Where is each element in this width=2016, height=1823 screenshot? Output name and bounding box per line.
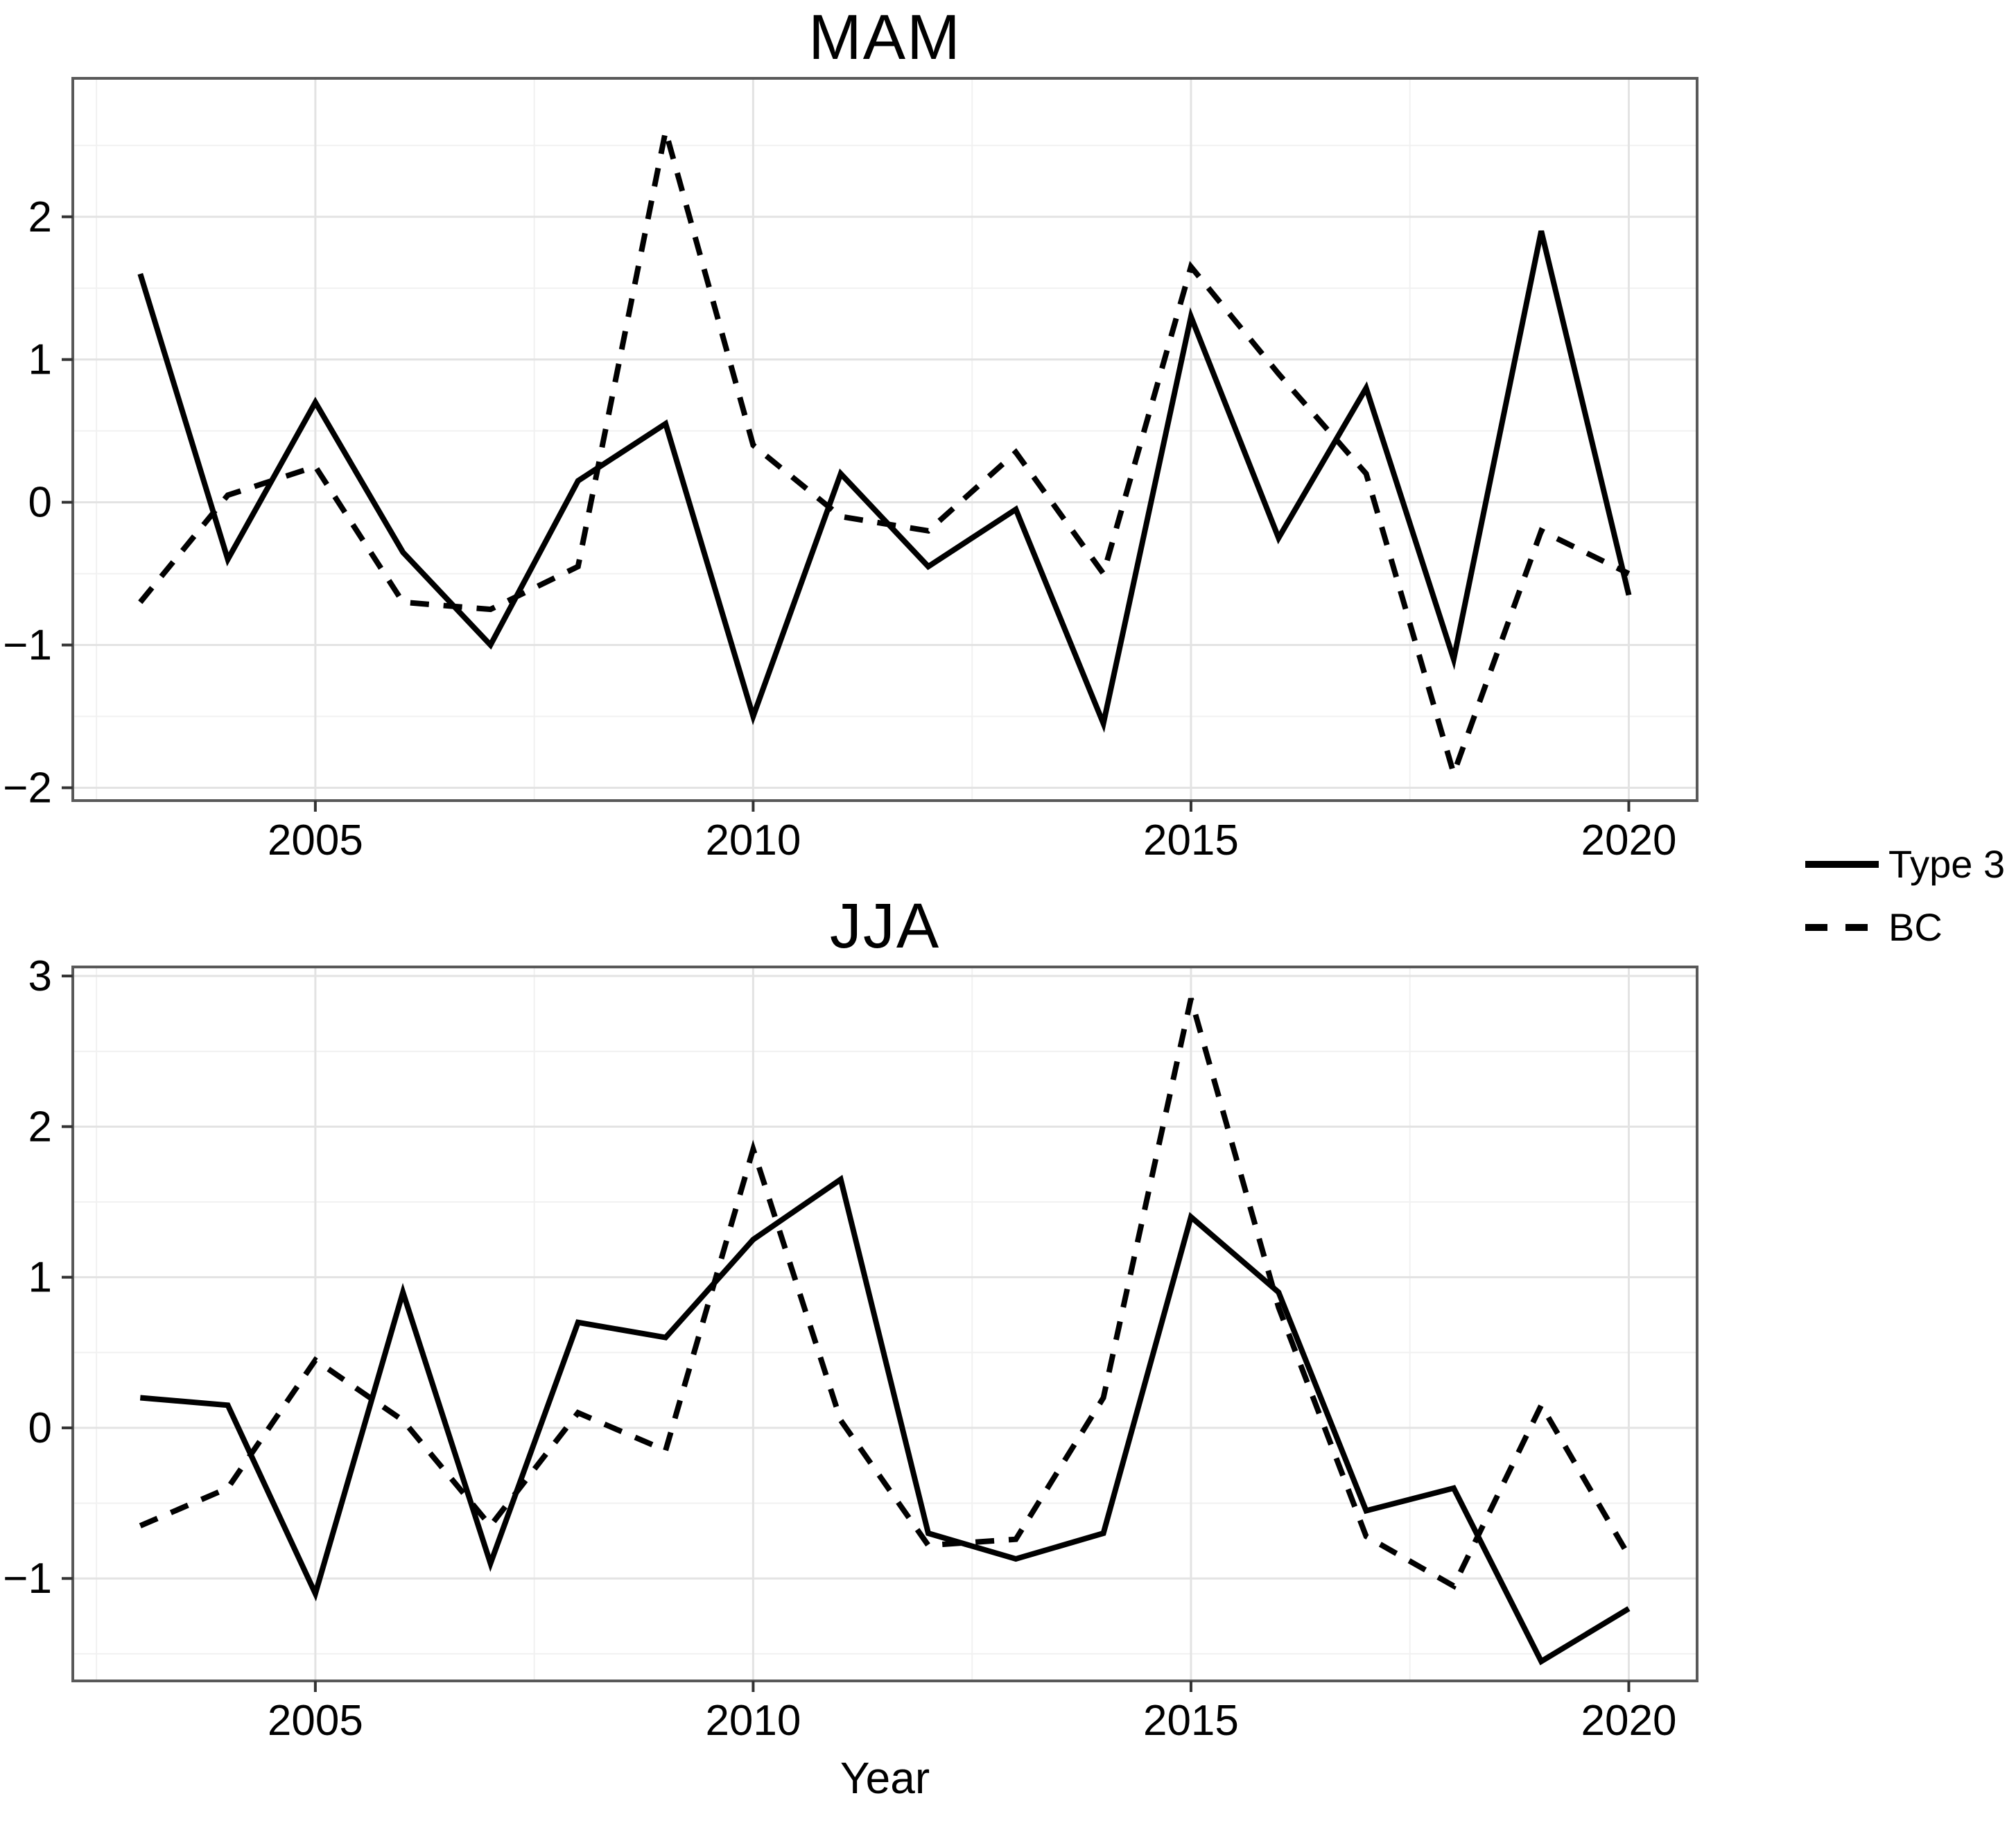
- legend-item-type3: Type 3: [1804, 841, 2005, 887]
- x-axis-label-year: Year: [840, 1753, 930, 1803]
- x-tick-label-jja: 2015: [1143, 1697, 1239, 1745]
- y-tick-label-mam: −1: [3, 622, 52, 670]
- y-tick-label-mam: −2: [3, 764, 52, 812]
- series-line-bc-jja: [139, 997, 1631, 1590]
- series-line-type3-jja: [139, 1174, 1631, 1666]
- legend-dashed-line-icon: [1805, 923, 1879, 931]
- x-tick-label-jja: 2020: [1581, 1697, 1677, 1745]
- x-tick-label-mam: 2015: [1143, 817, 1239, 864]
- panel-border-mam: [71, 77, 1698, 802]
- chart-title-mam: MAM: [808, 2, 962, 73]
- series-line-bc-mam: [138, 130, 1631, 783]
- panel-background-mam: [73, 78, 1697, 801]
- x-tick-label-jja: 2010: [705, 1697, 801, 1745]
- legend-label-type3: Type 3: [1888, 842, 2006, 886]
- panel-background-jja: [73, 967, 1697, 1681]
- x-tick-label-mam: 2020: [1581, 817, 1677, 864]
- series-line-type3-mam: [137, 230, 1632, 733]
- y-tick-label-mam: 0: [28, 479, 52, 527]
- x-tick-label-mam: 2010: [705, 817, 801, 864]
- x-tick-label-jja: 2005: [268, 1697, 363, 1745]
- legend: Type 3 BC: [1804, 841, 2005, 950]
- panel-border-jja: [71, 966, 1698, 1682]
- legend-item-bc: BC: [1804, 905, 2005, 950]
- legend-solid-line-icon: [1805, 860, 1879, 868]
- y-tick-label-mam: 1: [28, 336, 52, 384]
- y-tick-label-jja: 1: [28, 1254, 52, 1302]
- chart-title-jja: JJA: [829, 891, 941, 961]
- y-tick-label-jja: 0: [28, 1404, 52, 1452]
- y-tick-label-jja: −1: [3, 1555, 52, 1603]
- legend-label-bc: BC: [1888, 905, 1943, 949]
- y-tick-label-mam: 2: [28, 193, 52, 241]
- x-tick-label-mam: 2005: [268, 817, 363, 864]
- y-tick-label-jja: 2: [28, 1103, 52, 1151]
- y-tick-label-jja: 3: [28, 952, 52, 1000]
